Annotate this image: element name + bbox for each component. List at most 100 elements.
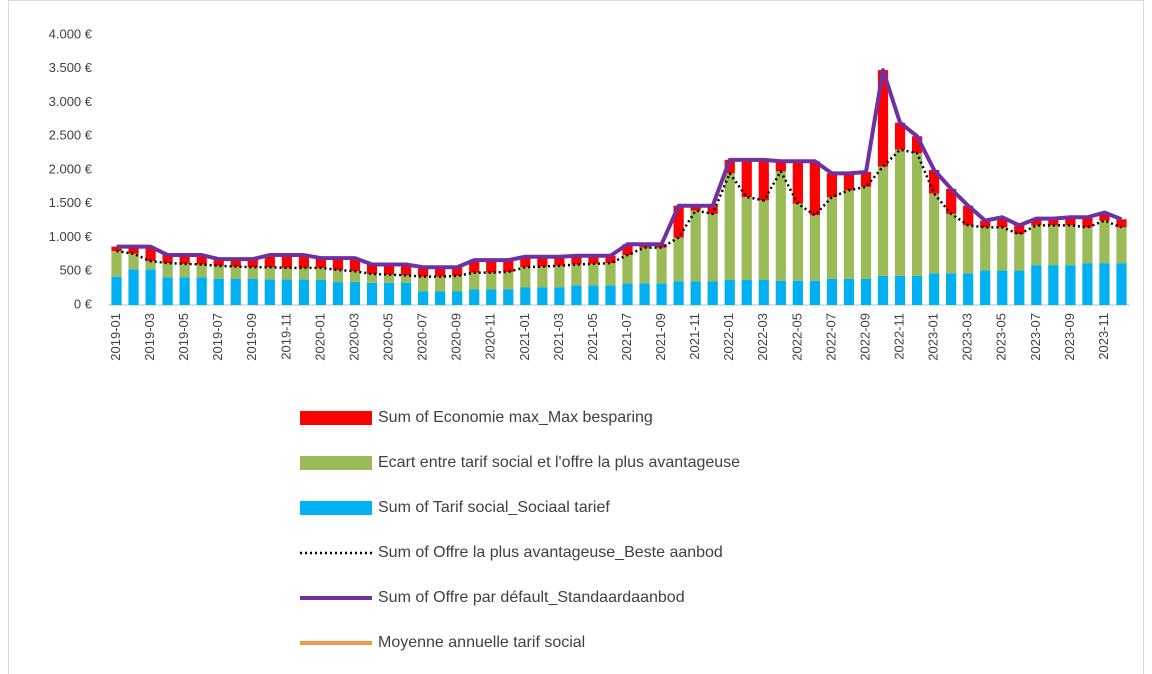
bar (349, 271, 361, 283)
bar (196, 264, 207, 278)
bar (792, 203, 803, 281)
bar (894, 149, 906, 276)
bar (469, 260, 480, 273)
x-tick-label: 2019-05 (176, 313, 191, 361)
bar (963, 273, 974, 305)
x-tick-label: 2023-03 (960, 313, 975, 361)
bar (366, 282, 378, 305)
bar (1048, 265, 1059, 305)
bar (758, 159, 769, 201)
x-tick-label: 2020-05 (380, 313, 395, 361)
x-tick-label: 2020-09 (449, 313, 464, 361)
bar (111, 246, 122, 251)
bar (860, 186, 872, 279)
bar (911, 153, 923, 276)
bar (281, 267, 292, 280)
bar (111, 276, 122, 305)
bar (230, 266, 241, 279)
bar (639, 283, 650, 305)
bar (980, 270, 991, 305)
bar (997, 227, 1008, 271)
bar (418, 267, 429, 277)
bar (775, 161, 786, 172)
bar (1048, 225, 1059, 266)
x-tick-label: 2022-03 (755, 313, 770, 361)
bar (486, 272, 497, 290)
bar (673, 281, 684, 305)
y-tick-label: 500 € (59, 263, 92, 278)
bar (145, 246, 156, 262)
bar (230, 259, 241, 267)
legend-label: Ecart entre tarif social et l'offre la p… (378, 454, 740, 471)
legend-swatch (300, 501, 372, 515)
bar (213, 278, 224, 305)
bar (1048, 218, 1059, 226)
bar (162, 255, 173, 264)
bar (486, 289, 497, 305)
x-tick-label: 2022-01 (721, 313, 736, 361)
bar (366, 273, 378, 283)
bar (1014, 234, 1025, 271)
legend-label: Sum of Economie max_Max besparing (378, 409, 653, 426)
bar (128, 246, 139, 254)
bar (758, 280, 769, 305)
bar (520, 287, 531, 305)
bar (452, 291, 463, 305)
y-tick-label: 0 € (74, 296, 93, 311)
bar (605, 285, 616, 305)
bar (315, 258, 327, 268)
bar (383, 264, 395, 275)
bar (349, 282, 361, 305)
bar (452, 275, 463, 292)
bar (1099, 263, 1110, 305)
bar (860, 172, 872, 187)
bar (162, 277, 173, 305)
bar (554, 256, 565, 266)
x-tick-label: 2020-11 (483, 313, 498, 360)
bar (792, 280, 803, 305)
bar (332, 258, 344, 270)
bar (349, 258, 361, 272)
bar (809, 215, 820, 281)
bar (1099, 212, 1110, 221)
bar (929, 170, 940, 194)
bar (213, 259, 224, 266)
bar (826, 278, 838, 305)
bar (997, 217, 1008, 228)
y-tick-label: 3.000 € (49, 94, 93, 109)
legend-label: Moyenne annuelle tarif social (378, 634, 585, 651)
bar (877, 166, 889, 276)
bar (264, 255, 275, 268)
bar (741, 159, 752, 197)
bar (673, 237, 684, 282)
bar (503, 260, 514, 272)
bar (656, 283, 667, 305)
bar (315, 280, 327, 305)
bar (179, 255, 190, 264)
bar (622, 244, 633, 256)
x-tick-label: 2021-05 (585, 313, 600, 361)
bar (298, 255, 309, 268)
bar (315, 267, 327, 281)
bar (554, 265, 565, 288)
x-tick-label: 2021-01 (517, 313, 532, 361)
bar (400, 264, 412, 276)
x-tick-label: 2019-01 (108, 313, 123, 361)
bar (1031, 218, 1042, 226)
x-tick-label: 2023-01 (926, 313, 941, 361)
bar (673, 205, 684, 238)
bar (1116, 227, 1127, 264)
bar (929, 273, 940, 305)
bar (980, 220, 991, 228)
bar (809, 280, 820, 305)
bar (741, 280, 752, 305)
bar (503, 289, 514, 305)
bar (1116, 219, 1127, 228)
bar (707, 205, 718, 214)
bar (707, 281, 718, 305)
y-tick-label: 1.000 € (49, 229, 93, 244)
bar (946, 213, 957, 274)
bar (264, 267, 275, 280)
bar (741, 197, 752, 281)
bar (690, 281, 701, 305)
